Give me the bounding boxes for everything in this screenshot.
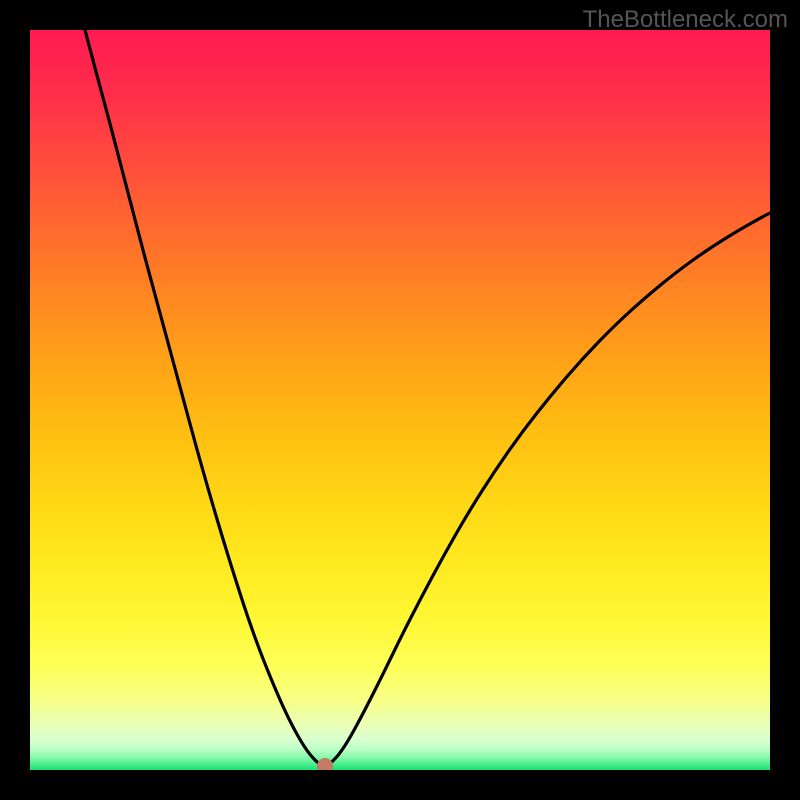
chart-frame: TheBottleneck.com [0, 0, 800, 800]
frame-border-right [770, 0, 800, 800]
curve-path [85, 30, 770, 766]
plot-area [30, 30, 770, 770]
watermark-label: TheBottleneck.com [583, 6, 788, 34]
bottleneck-curve [30, 30, 770, 770]
frame-border-left [0, 0, 30, 800]
frame-border-bottom [0, 770, 800, 800]
